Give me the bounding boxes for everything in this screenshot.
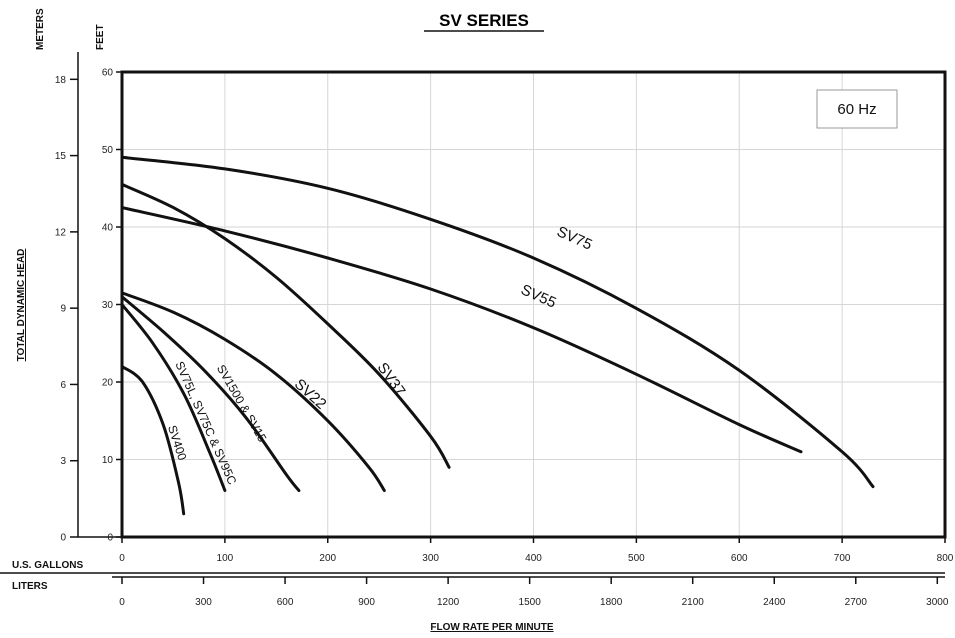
liter-tick-label: 300 bbox=[195, 597, 212, 608]
feet-axis-label: FEET bbox=[95, 24, 106, 50]
flow-rate-label: FLOW RATE PER MINUTE bbox=[430, 622, 553, 633]
liter-tick-label: 0 bbox=[119, 597, 125, 608]
gallon-tick-label: 0 bbox=[119, 553, 125, 564]
feet-tick-label: 50 bbox=[102, 145, 114, 156]
pump-curve bbox=[120, 182, 451, 469]
pump-curve bbox=[120, 303, 227, 492]
curve-label: SV37 bbox=[374, 360, 409, 400]
curve-label: SV1500 & SV15 bbox=[214, 362, 270, 444]
liter-tick-label: 2100 bbox=[682, 597, 705, 608]
feet-axis-ticks: 0 10 20 30 40 50 60 bbox=[102, 68, 122, 544]
gallon-tick-label: 200 bbox=[319, 553, 336, 564]
meter-tick-label: 12 bbox=[55, 227, 67, 238]
meters-axis-label: METERS bbox=[35, 8, 46, 50]
curve-label: SV22 bbox=[291, 376, 330, 413]
gallon-tick-label: 700 bbox=[834, 553, 851, 564]
pump-curve bbox=[120, 365, 186, 516]
total-dynamic-head-label: TOTAL DYNAMIC HEAD bbox=[16, 249, 27, 362]
gallon-tick-label: 300 bbox=[422, 553, 439, 564]
curve-label: SV75 bbox=[554, 223, 594, 253]
pump-curve bbox=[120, 155, 875, 489]
gallon-tick-label: 500 bbox=[628, 553, 645, 564]
gallon-tick-label: 400 bbox=[525, 553, 542, 564]
meter-tick-label: 3 bbox=[60, 456, 66, 467]
gallon-tick-label: 600 bbox=[731, 553, 748, 564]
meter-tick-label: 18 bbox=[55, 75, 67, 86]
frequency-annotation: 60 Hz bbox=[837, 101, 876, 118]
pump-curves bbox=[120, 155, 875, 516]
liter-tick-label: 900 bbox=[358, 597, 375, 608]
meter-tick-label: 6 bbox=[60, 380, 66, 391]
liters-axis-ticks: 0 300 600 900 1200 1500 1800 2100 2400 2700 3000 bbox=[119, 577, 949, 608]
pump-curve bbox=[120, 295, 301, 492]
liter-tick-label: 600 bbox=[277, 597, 294, 608]
feet-tick-label: 40 bbox=[102, 223, 114, 234]
pump-curve bbox=[120, 291, 386, 492]
meter-tick-label: 9 bbox=[60, 304, 66, 315]
feet-tick-label: 30 bbox=[102, 300, 114, 311]
curve-label: SV55 bbox=[518, 281, 558, 311]
meters-axis-ticks: 0 3 6 9 12 15 18 bbox=[55, 75, 78, 544]
gallons-axis-label: U.S. GALLONS bbox=[12, 560, 83, 571]
liter-tick-label: 3000 bbox=[926, 597, 949, 608]
gallons-axis-ticks: 0 100 200 300 400 500 600 700 800 bbox=[119, 537, 954, 564]
liter-tick-label: 1500 bbox=[519, 597, 542, 608]
meter-tick-label: 0 bbox=[60, 533, 66, 544]
feet-tick-label: 10 bbox=[102, 455, 114, 466]
pump-curve bbox=[120, 206, 803, 454]
feet-tick-label: 20 bbox=[102, 378, 114, 389]
liters-axis-label: LITERS bbox=[12, 581, 48, 592]
gallon-tick-label: 100 bbox=[217, 553, 234, 564]
liter-tick-label: 1200 bbox=[437, 597, 460, 608]
liter-tick-label: 2400 bbox=[763, 597, 786, 608]
feet-tick-label: 60 bbox=[102, 68, 114, 79]
liter-tick-label: 1800 bbox=[600, 597, 623, 608]
grid-lines bbox=[122, 72, 945, 537]
meter-tick-label: 15 bbox=[55, 151, 67, 162]
frequency-box bbox=[816, 89, 898, 129]
chart-title: SV SERIES bbox=[439, 11, 529, 30]
liter-tick-label: 2700 bbox=[845, 597, 868, 608]
feet-tick-label: 0 bbox=[107, 533, 113, 544]
gallon-tick-label: 800 bbox=[937, 553, 954, 564]
